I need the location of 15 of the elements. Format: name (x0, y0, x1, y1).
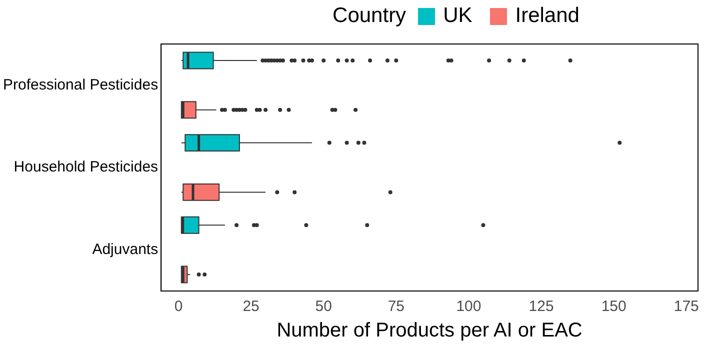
x-tick-label: 75 (388, 298, 405, 316)
legend-title: Country (332, 4, 406, 28)
y-tick-label: Household Pesticides (14, 158, 158, 176)
x-tick-label: 125 (528, 298, 554, 316)
x-tick-label: 175 (674, 298, 699, 316)
y-tick-label: Adjuvants (92, 240, 158, 258)
x-tick-label: 100 (456, 298, 482, 316)
x-tick-label: 0 (174, 298, 183, 316)
x-tick-label: 25 (242, 298, 260, 316)
x-tick-label: 50 (315, 298, 332, 316)
y-tick-label: Professional Pesticides (3, 76, 158, 94)
legend-label: UK (443, 4, 472, 28)
x-tick-label: 150 (601, 298, 626, 316)
x-axis-title: Number of Products per AI or EAC (276, 320, 582, 342)
legend-label: Ireland (515, 4, 580, 28)
